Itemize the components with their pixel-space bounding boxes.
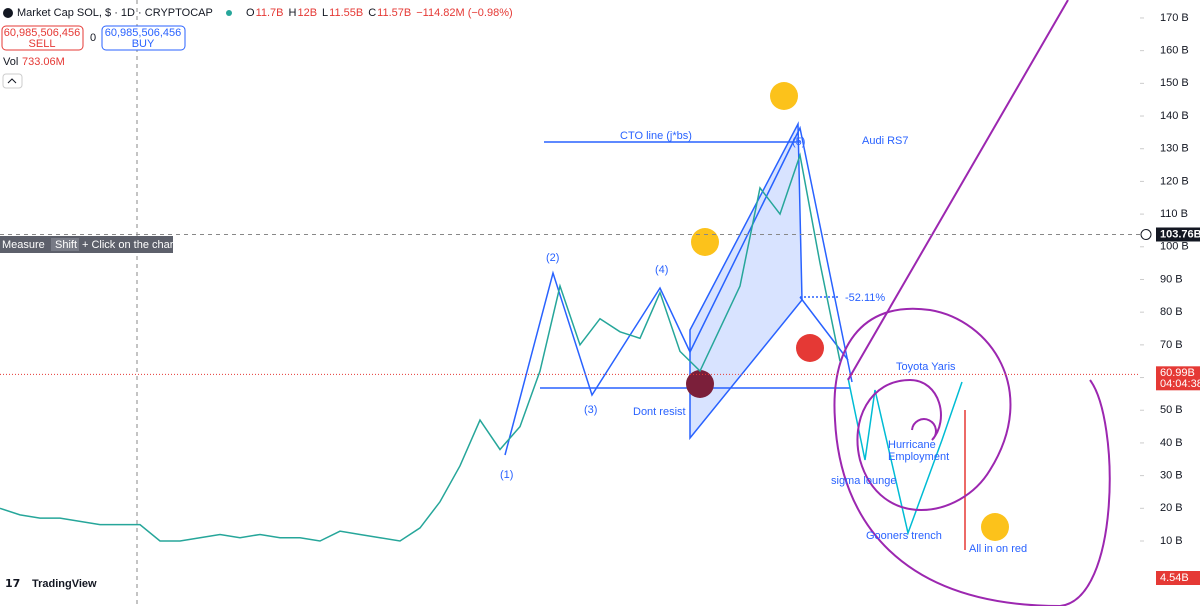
price-line xyxy=(0,152,841,542)
y-tick-label: 80 B xyxy=(1160,306,1183,318)
y-tick-label: 110 B xyxy=(1160,208,1188,220)
annotation: sigma lounge xyxy=(831,475,896,487)
collapse-icon xyxy=(7,78,17,84)
y-tick-label: 20 B xyxy=(1160,502,1183,514)
annotation: Gooners trench xyxy=(866,530,942,542)
sell-price[interactable]: 60,985,506,456 xyxy=(4,27,80,39)
countdown: 04:04:38 xyxy=(1160,378,1200,390)
collapse-button[interactable] xyxy=(2,73,23,89)
ohlc-value: 11.7B xyxy=(256,7,284,19)
market-status xyxy=(226,10,232,16)
last-price-tag xyxy=(1156,366,1200,391)
ohlc-value: −114.82M (−0.98%) xyxy=(416,7,512,19)
measure-label: Measure xyxy=(2,239,45,251)
volume-value: 733.06M xyxy=(22,56,65,68)
annotation: (3) xyxy=(584,404,597,416)
annotation: Hurricane xyxy=(888,439,936,451)
ohlc-label: C xyxy=(368,7,376,19)
ohlc-label: L xyxy=(322,7,328,19)
buy-button[interactable] xyxy=(101,25,186,51)
shift-label: Shift xyxy=(55,239,77,251)
y-tick-label: 150 B xyxy=(1160,77,1189,89)
ohlc-label: O xyxy=(246,7,255,19)
y-tick-label: 10 B xyxy=(1160,535,1183,547)
ohlc-value: 12B xyxy=(297,7,317,19)
crosshair-plus xyxy=(1140,228,1152,240)
spread: 0 xyxy=(90,32,96,44)
ohlc: O 11.7B H 12B L 11.55B C 11.57B −114.82M (−0.98%… xyxy=(246,7,513,19)
buy-label[interactable]: BUY xyxy=(132,38,155,50)
annotation: -52.11% xyxy=(845,292,885,304)
annotation: (5) xyxy=(792,136,805,148)
annotations: CTO line (j*bs) Audi RS7 (1) (2) (3) (4)… xyxy=(500,130,1027,555)
volume-tag xyxy=(1156,571,1200,585)
last-price-label: 60.99B xyxy=(1160,367,1195,379)
y-tick-label: 140 B xyxy=(1160,110,1189,122)
y-tick-label: 120 B xyxy=(1160,175,1189,187)
ohlc-value: 11.57B xyxy=(377,7,411,19)
y-tick-label: 40 B xyxy=(1160,437,1183,449)
crosshair-label: 103.76B xyxy=(1160,228,1200,240)
volume-tag-label: 4.54B xyxy=(1160,572,1189,584)
price-axis-bg xyxy=(1140,0,1200,606)
buy-price[interactable]: 60,985,506,456 xyxy=(105,27,181,39)
ohlc-label: H xyxy=(289,7,297,19)
click-hint: + Click on the chart xyxy=(82,239,176,251)
y-tick-label: 30 B xyxy=(1160,470,1183,482)
annotation: Dont resist xyxy=(633,406,686,418)
sell-button[interactable] xyxy=(1,25,84,51)
y-tick-label: 160 B xyxy=(1160,45,1189,57)
brand-logo: 𝟭𝟳 xyxy=(5,578,20,590)
y-tick-label: 100 B xyxy=(1160,241,1189,253)
y-tick-label: 70 B xyxy=(1160,339,1183,351)
annotation: (2) xyxy=(546,252,559,264)
annotation: Toyota Yaris xyxy=(896,361,956,373)
crosshair-tag xyxy=(1156,227,1200,242)
symbol-icon xyxy=(3,8,13,18)
y-tick-label: 50 B xyxy=(1160,404,1183,416)
y-tick-label: 130 B xyxy=(1160,143,1189,155)
annotation: Employment xyxy=(888,451,949,463)
symbol-title[interactable]: Market Cap SOL, $ · 1D · CRYPTOCAP xyxy=(17,7,213,19)
y-tick-label: 170 B xyxy=(1160,12,1189,24)
emoji-icons xyxy=(686,82,1009,541)
annotation: Audi RS7 xyxy=(862,135,908,147)
shift-key xyxy=(51,238,79,251)
annotation: All in on red xyxy=(969,543,1027,555)
ohlc-value: 11.55B xyxy=(329,7,363,19)
measure-hint-bg xyxy=(0,236,173,253)
drawings xyxy=(504,0,1111,608)
volume-label: Vol xyxy=(3,56,18,68)
y-tick-label: 90 B xyxy=(1160,273,1183,285)
annotation: (1) xyxy=(500,469,513,481)
sell-label[interactable]: SELL xyxy=(29,38,56,50)
annotation: CTO line (j*bs) xyxy=(620,130,692,142)
brand[interactable]: TradingView xyxy=(32,578,97,590)
annotation: (4) xyxy=(655,264,668,276)
